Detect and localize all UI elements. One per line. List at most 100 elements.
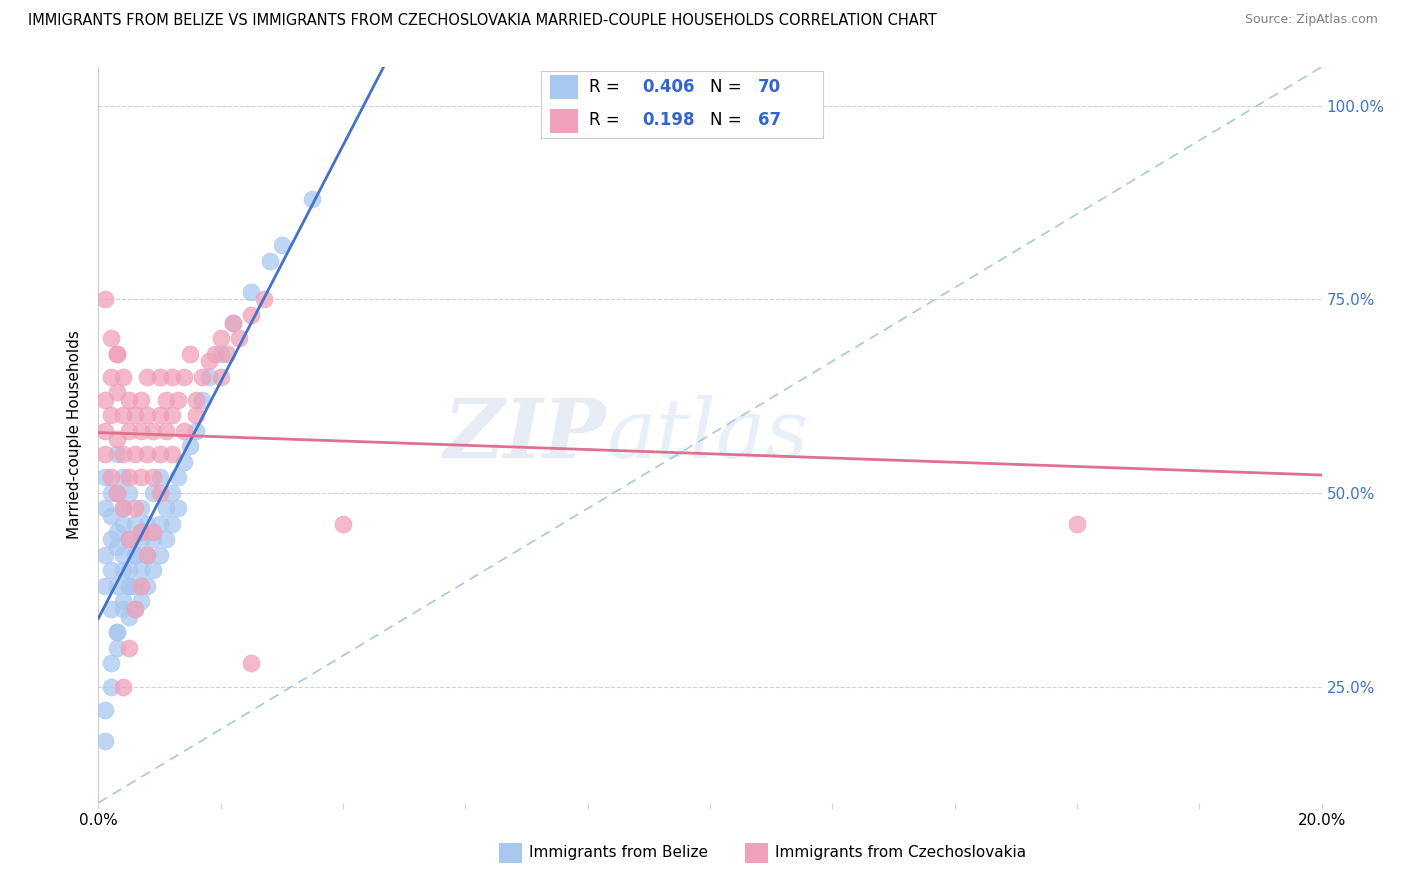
Text: R =: R = [589,112,630,129]
Point [222,316,245,330]
Point [142,524,165,539]
Text: 0.198: 0.198 [643,112,695,129]
Point [142,563,165,577]
Point [259,253,281,268]
Point [124,447,146,461]
Point [215,346,238,360]
Point [100,409,122,423]
Point [155,501,177,516]
Point [124,409,146,423]
Point [136,447,159,461]
Point [111,680,134,694]
Point [252,293,274,307]
Point [167,392,190,407]
Point [100,331,122,345]
Point [100,486,122,500]
Point [209,369,232,384]
Point [129,524,152,539]
Text: Source: ZipAtlas.com: Source: ZipAtlas.com [1244,13,1378,27]
Point [105,486,128,500]
Point [1066,516,1088,531]
Point [105,432,128,446]
Text: atlas: atlas [606,395,808,475]
Point [149,409,172,423]
Point [105,625,128,640]
Point [160,486,183,500]
Point [124,602,146,616]
Text: Immigrants from Czechoslovakia: Immigrants from Czechoslovakia [775,846,1026,860]
Point [105,447,128,461]
Point [124,548,146,562]
Point [118,533,141,547]
Point [118,392,141,407]
Point [100,533,122,547]
Point [111,501,134,516]
Point [118,486,141,500]
Point [186,392,208,407]
FancyBboxPatch shape [550,109,578,133]
Point [240,308,263,322]
Point [124,548,146,562]
Point [136,409,159,423]
Point [105,540,128,554]
Point [149,516,172,531]
Point [111,516,134,531]
Point [160,409,183,423]
Point [160,369,183,384]
Point [124,579,146,593]
Point [142,424,165,438]
Point [332,516,354,531]
Point [167,470,190,484]
Point [173,424,195,438]
Point [301,192,323,206]
Point [118,424,141,438]
Point [142,486,165,500]
Point [105,346,128,360]
Point [155,533,177,547]
Point [118,640,141,655]
Point [129,563,152,577]
Point [111,369,134,384]
Point [105,346,128,360]
Text: Immigrants from Belize: Immigrants from Belize [529,846,707,860]
Point [93,501,115,516]
Text: 70: 70 [758,78,780,96]
Point [142,470,165,484]
Point [100,369,122,384]
Point [149,486,172,500]
Point [93,293,115,307]
Point [173,369,195,384]
Text: N =: N = [710,112,741,129]
Point [240,657,263,671]
Point [270,238,292,252]
Point [160,447,183,461]
Point [149,369,172,384]
Point [191,392,214,407]
Point [100,602,122,616]
Point [100,509,122,524]
Point [129,594,152,608]
Point [93,734,115,748]
Point [129,392,152,407]
Text: R =: R = [589,78,626,96]
Point [149,470,172,484]
Point [197,369,219,384]
Point [129,470,152,484]
Point [142,533,165,547]
Point [111,594,134,608]
Point [136,548,159,562]
Point [111,501,134,516]
Y-axis label: Married-couple Households: Married-couple Households [67,330,83,540]
Point [136,516,159,531]
Point [136,548,159,562]
Point [118,470,141,484]
Point [93,579,115,593]
Point [93,703,115,717]
Point [100,563,122,577]
Point [129,533,152,547]
Point [111,409,134,423]
Point [155,424,177,438]
Point [111,470,134,484]
Point [149,548,172,562]
Point [186,424,208,438]
